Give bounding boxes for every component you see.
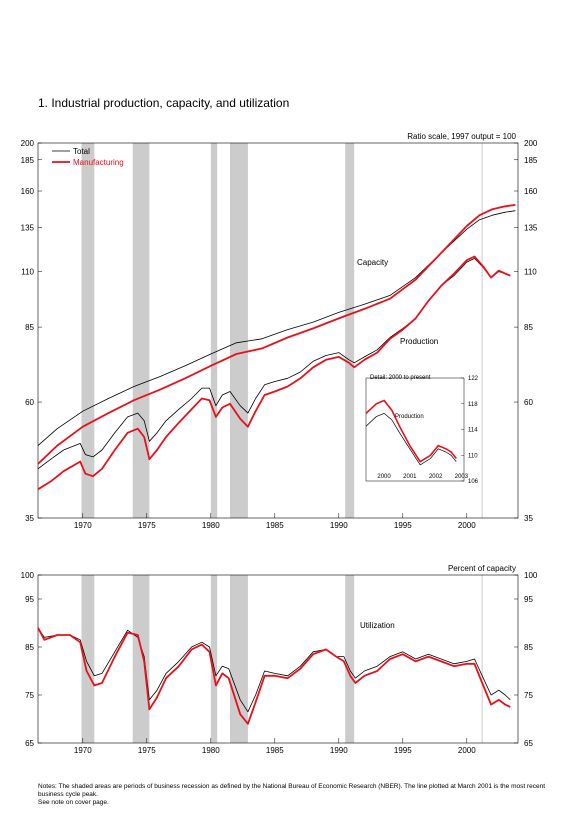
y-tick-label-left: 60 (25, 398, 34, 407)
legend: Total Manufacturing (52, 147, 124, 167)
manufacturing-series-line-capacity (37, 204, 516, 465)
figure-title: 1. Industrial production, capacity, and … (38, 96, 290, 110)
y-tick-label-right: 95 (524, 595, 533, 604)
y-tick-label-right: 200 (524, 139, 538, 148)
x-tick-label: 1985 (266, 521, 284, 530)
y-tick-label-left: 185 (21, 156, 35, 165)
utilization-panel: 65 65 75 75 85 85 95 95 100 100 1970 1975 1980 1985 19… (21, 564, 538, 755)
recession-bands (81, 575, 483, 743)
y-tick-label-left: 65 (25, 739, 34, 748)
x-tick-label: 1995 (394, 521, 412, 530)
inset-x-tick-label: 2003 (455, 474, 469, 480)
y-tick-label-left: 35 (25, 514, 34, 523)
total-series-line-capacity (37, 210, 516, 446)
manufacturing-inset-line (365, 399, 457, 463)
x-tick-label: 1995 (394, 746, 412, 755)
y-tick-label-right: 60 (524, 398, 533, 407)
y-tick-label-right: 185 (524, 156, 538, 165)
y-tick-label-left: 100 (21, 571, 35, 580)
y-tick-label-right: 75 (524, 691, 533, 700)
legend-label-total: Total (73, 147, 90, 156)
y-tick-label-right: 35 (524, 514, 533, 523)
utilization-annotation: Utilization (360, 621, 395, 630)
inset-frame (365, 377, 465, 482)
y-tick-label-right: 100 (524, 571, 538, 580)
recession-band (230, 143, 248, 518)
y-tick-label-left: 75 (25, 691, 34, 700)
inset-title: Detail: 2000 to present (370, 375, 431, 381)
x-tick-label: 1980 (202, 746, 220, 755)
manufacturing-series-line (37, 627, 511, 725)
notes-text-2: See note on cover page. (38, 799, 109, 806)
x-tick-label: 1970 (74, 521, 92, 530)
inset-ticks: 106 110 114 118 122 2000 2001 2002 2003 (377, 376, 478, 485)
ticks: 65 65 75 75 85 85 95 95 100 100 1970 1975 1980 1985 19… (21, 571, 538, 755)
inset-x-tick-label: 2002 (429, 474, 443, 480)
recession-band (345, 575, 355, 743)
recession-band (230, 575, 248, 743)
y-tick-label-right: 85 (524, 323, 533, 332)
inset-y-tick-label: 106 (468, 479, 479, 485)
inset-x-tick-label: 2001 (403, 474, 417, 480)
unit-note: Percent of capacity (448, 564, 516, 573)
y-tick-label-left: 160 (21, 187, 35, 196)
x-tick-label: 1980 (202, 521, 220, 530)
y-tick-label-left: 110 (21, 268, 34, 277)
inset-y-tick-label: 110 (468, 453, 478, 459)
recession-band (210, 575, 218, 743)
y-tick-label-left: 200 (21, 139, 35, 148)
x-tick-label: 2000 (458, 746, 476, 755)
y-tick-label-right: 160 (524, 187, 538, 196)
y-tick-label-right: 135 (524, 224, 538, 233)
series-lines (37, 204, 516, 491)
y-tick-label-left: 85 (25, 323, 34, 332)
y-tick-label-left: 135 (21, 224, 35, 233)
y-tick-label-left: 85 (25, 643, 34, 652)
notes: Notes: The shaded areas are periods of b… (38, 783, 558, 807)
manufacturing-series-line-production (37, 255, 511, 491)
scale-note: Ratio scale, 1997 output = 100 (407, 132, 516, 141)
x-tick-label: 1990 (330, 521, 348, 530)
capacity-annotation: Capacity (357, 258, 388, 267)
inset-series-lines (365, 399, 457, 466)
inset-x-tick-label: 2000 (377, 474, 391, 480)
x-tick-label: 2000 (458, 521, 476, 530)
total-series-line (37, 627, 511, 713)
legend-label-manufacturing: Manufacturing (73, 158, 124, 167)
notes-text: Notes: The shaded areas are periods of b… (38, 783, 546, 798)
inset-chart: Detail: 2000 to present Production 106 11… (365, 375, 479, 485)
recession-band (210, 143, 218, 518)
y-tick-label-right: 65 (524, 739, 533, 748)
production-annotation: Production (400, 337, 438, 346)
x-tick-label: 1970 (74, 746, 92, 755)
total-inset-line (365, 412, 457, 466)
plot-frame (37, 574, 519, 744)
y-tick-label-right: 85 (524, 643, 533, 652)
x-tick-label: 1975 (138, 521, 156, 530)
recession-band (81, 575, 95, 743)
inset-label: Production (395, 414, 424, 420)
inset-y-tick-label: 118 (468, 402, 478, 408)
recession-band (345, 143, 355, 518)
x-tick-label: 1990 (330, 746, 348, 755)
plot-frame (37, 142, 519, 519)
inset-y-tick-label: 114 (468, 428, 478, 434)
y-tick-label-right: 110 (524, 268, 537, 277)
y-tick-label-left: 95 (25, 595, 34, 604)
recession-band (132, 143, 150, 518)
recession-band (81, 143, 95, 518)
inset-y-tick-label: 122 (468, 376, 479, 382)
x-tick-label: 1985 (266, 746, 284, 755)
series-lines (37, 627, 511, 725)
recession-bands (81, 143, 483, 518)
x-tick-label: 1975 (138, 746, 156, 755)
recession-band (132, 575, 150, 743)
